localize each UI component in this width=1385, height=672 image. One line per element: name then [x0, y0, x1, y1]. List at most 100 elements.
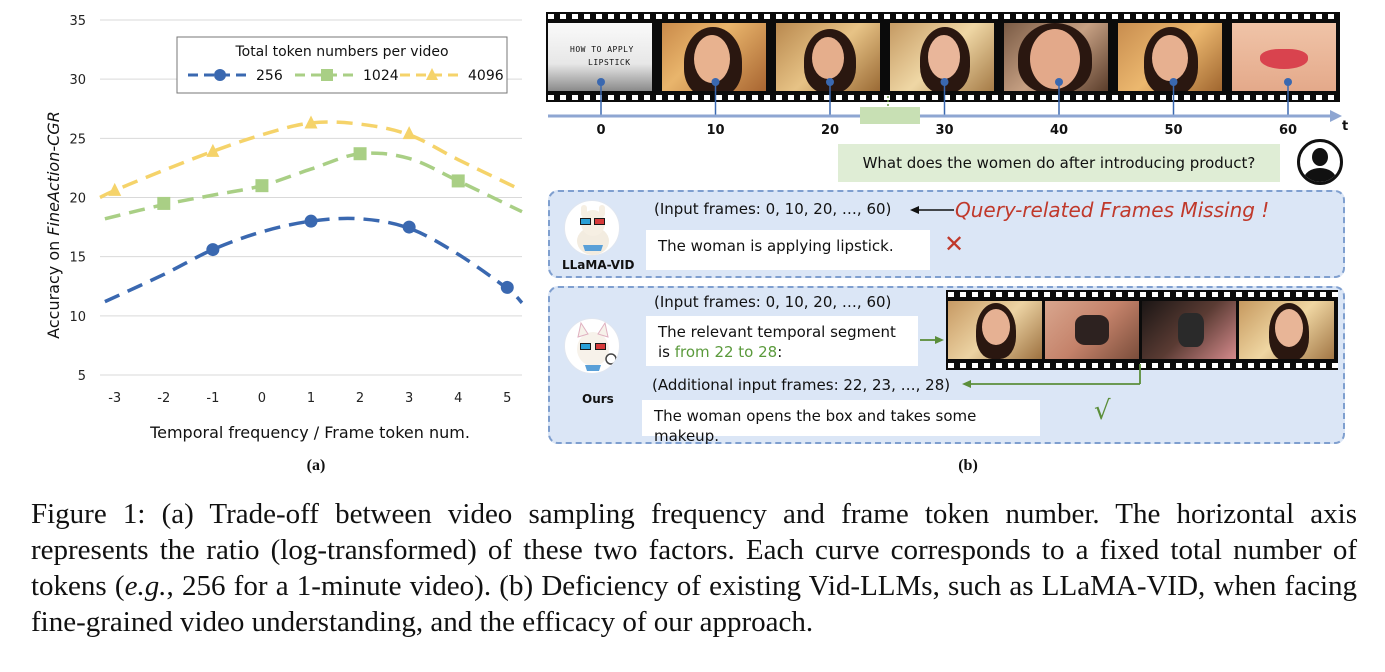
- relevant-segment-marker: [860, 107, 920, 124]
- legend-title: Total token numbers per video: [234, 44, 448, 60]
- timeline-tick-label: 30: [935, 123, 953, 138]
- wrong-mark: ✕: [944, 230, 965, 258]
- llama-vid-box: LLaMA-VID (Input frames: 0, 10, 20, …, 6…: [548, 190, 1345, 278]
- accuracy-chart: 5 10 15 20 25 30 35 -3 -2 -1 0 1 2 3 4 5 Total token n…: [44, 14, 524, 474]
- timeline-frame-dot: [940, 78, 949, 86]
- y-tick-labels: 5 10 15 20 25 30 35: [69, 14, 86, 384]
- series-layer: [99, 115, 524, 305]
- y-axis-title: Accuracy on FineAction-CGR: [44, 111, 63, 339]
- data-point-4096: [108, 182, 122, 196]
- video-frame-20: [776, 23, 880, 91]
- legend-label-256: 256: [256, 68, 283, 84]
- timeline-tick-label: 10: [706, 123, 724, 138]
- segment-range: from 22 to 28: [674, 343, 778, 361]
- timeline: 0 10 20 30 40 50 60 t: [548, 78, 1348, 138]
- series-256: [104, 214, 524, 305]
- x-tick-labels: -3 -2 -1 0 1 2 3 4 5: [108, 391, 511, 406]
- segment-frame-2: [1045, 301, 1139, 359]
- title-frame-line1: HOW TO APPLY: [570, 45, 634, 54]
- legend-marker-4096: [426, 68, 438, 80]
- y-tick-label: 20: [69, 192, 86, 207]
- ours-input-frames: (Input frames: 0, 10, 20, …, 60): [654, 293, 892, 311]
- data-point-256: [206, 243, 220, 257]
- legend-label-1024: 1024: [363, 68, 399, 84]
- data-point-1024: [451, 174, 465, 188]
- video-frame-60: [1232, 23, 1336, 91]
- llama-icon: [564, 200, 620, 256]
- ours-segment-bubble: The relevant temporal segment is from 22…: [646, 316, 918, 366]
- data-point-256: [304, 214, 318, 228]
- series-1024: [104, 147, 523, 221]
- ours-label: Ours: [582, 392, 614, 406]
- figure-caption: Figure 1: (a) Trade-off between video sa…: [31, 498, 1358, 638]
- frames-missing-label: Query-related Frames Missing !: [955, 198, 1270, 222]
- llama-answer-bubble: The woman is applying lipstick.: [646, 230, 930, 270]
- y-axis-title-prefix: Accuracy on: [44, 236, 63, 339]
- segment-line-1: The relevant temporal segment: [658, 323, 896, 341]
- x-tick-label: 0: [258, 391, 266, 406]
- segment-frame-4: [1239, 301, 1334, 359]
- panel-label-b: (b): [958, 457, 978, 474]
- data-point-4096: [402, 126, 416, 140]
- timeline-tick-label: 0: [596, 123, 605, 138]
- y-tick-label: 35: [69, 14, 86, 29]
- correct-mark: √: [1094, 396, 1111, 426]
- timeline-arrowhead: [1330, 110, 1342, 122]
- data-point-4096: [304, 115, 318, 129]
- additional-input-frames: (Additional input frames: 22, 23, …, 28): [652, 376, 951, 394]
- timeline-frame-dot: [826, 78, 834, 86]
- timeline-frame-dot: [1284, 78, 1292, 86]
- caption-eg: e.g.: [124, 570, 167, 602]
- data-point-1024: [255, 179, 269, 193]
- data-point-256: [500, 280, 514, 294]
- panel-label-b-wrap: (b): [958, 457, 978, 474]
- ours-icon: [564, 318, 620, 374]
- timeline-tick-label: 50: [1164, 123, 1182, 138]
- x-axis-title: Temporal frequency / Frame token num.: [149, 423, 470, 442]
- series-4096: [99, 115, 518, 200]
- series-line-1024: [104, 151, 523, 221]
- llama-vid-label: LLaMA-VID: [562, 258, 635, 272]
- segment-frame-3: [1142, 301, 1236, 359]
- data-point-1024: [353, 147, 367, 161]
- panel-label-a: (a): [307, 457, 326, 474]
- x-tick-label: -2: [157, 391, 170, 406]
- timeline-tick-label: 20: [821, 123, 839, 138]
- series-line-256: [104, 216, 524, 305]
- segment-arrows: [920, 336, 1141, 388]
- y-tick-label: 15: [69, 251, 86, 266]
- data-point-256: [402, 220, 416, 234]
- user-icon: [1297, 139, 1343, 185]
- title-frame-line2: LIPSTICK: [588, 58, 631, 67]
- film-strip-top: HOW TO APPLY LIPSTICK: [546, 12, 1340, 102]
- y-tick-label: 5: [78, 369, 86, 384]
- x-tick-label: 2: [356, 391, 364, 406]
- video-frame-title: HOW TO APPLY LIPSTICK: [548, 23, 652, 91]
- llama-input-frames: (Input frames: 0, 10, 20, …, 60): [654, 200, 892, 218]
- y-tick-label: 25: [69, 132, 86, 147]
- x-tick-label: 5: [503, 391, 511, 406]
- time-axis-label: t: [1342, 119, 1348, 134]
- timeline-frame-dot: [1055, 78, 1063, 86]
- y-tick-label: 10: [69, 310, 86, 325]
- segment-frame-1: [948, 301, 1042, 359]
- legend-marker-1024: [321, 69, 333, 81]
- series-line-4096: [99, 120, 518, 200]
- film-strip-segment: [946, 290, 1338, 370]
- timeline-frame-dot: [711, 78, 720, 86]
- x-tick-label: -1: [206, 391, 219, 406]
- legend-marker-256: [214, 69, 226, 81]
- data-point-1024: [157, 196, 171, 210]
- legend: Total token numbers per video 256 1024 409…: [176, 36, 508, 94]
- timeline-frame-dot: [1169, 78, 1178, 86]
- timeline-tick-label: 60: [1279, 123, 1297, 138]
- timeline-tick-label: 40: [1050, 123, 1068, 138]
- y-tick-label: 30: [69, 73, 86, 88]
- timeline-frame-dot: [597, 78, 605, 86]
- ours-answer-bubble: The woman opens the box and takes some m…: [642, 400, 1040, 445]
- x-tick-label: 1: [307, 391, 315, 406]
- x-tick-label: -3: [108, 391, 121, 406]
- legend-label-4096: 4096: [468, 68, 504, 84]
- missing-arrow: [910, 206, 954, 214]
- x-tick-label: 3: [405, 391, 413, 406]
